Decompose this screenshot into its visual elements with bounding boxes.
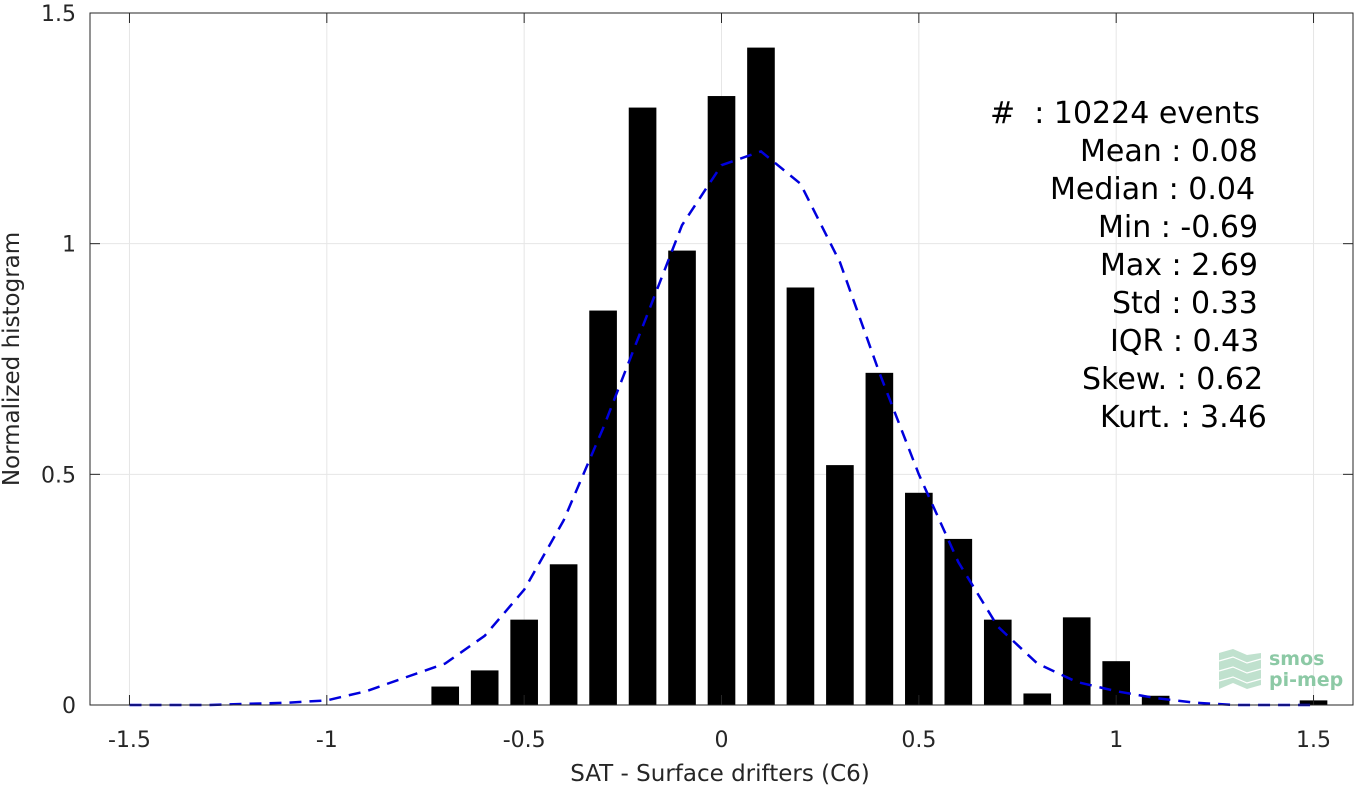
x-tick-label: -0.5 bbox=[503, 728, 546, 753]
histogram-bar bbox=[786, 287, 815, 705]
logo-text-pi-mep: pi-mep bbox=[1269, 669, 1344, 691]
stat-skew: Skew. : 0.62 bbox=[1082, 362, 1264, 397]
stat-min: Min : -0.69 bbox=[1098, 210, 1259, 245]
tick-labels: -1.5 -1 -0.5 0 0.5 1 1.5 0 0.5 1 1.5 bbox=[41, 2, 1331, 753]
smos-pi-mep-logo: smos pi-mep bbox=[1213, 645, 1353, 697]
y-tick-label: 0 bbox=[62, 694, 76, 719]
histogram-bar bbox=[707, 96, 736, 706]
histogram-bar bbox=[431, 686, 460, 705]
histogram-bar bbox=[905, 492, 933, 705]
histogram-bar bbox=[1141, 695, 1170, 705]
y-tick-label: 0.5 bbox=[41, 463, 76, 488]
logo-mark-icon bbox=[1218, 649, 1262, 689]
histogram-bars bbox=[431, 47, 1328, 706]
x-tick-label: -1.5 bbox=[108, 728, 151, 753]
histogram-bar bbox=[589, 310, 617, 705]
histogram-bar bbox=[628, 107, 657, 705]
stat-max: Max : 2.69 bbox=[1100, 248, 1258, 283]
axes bbox=[89, 12, 1354, 706]
y-tick-label: 1 bbox=[62, 233, 76, 258]
histogram-bar bbox=[510, 619, 538, 705]
histogram-bar bbox=[549, 564, 578, 705]
x-axis-label: SAT - Surface drifters (C6) bbox=[570, 761, 870, 785]
histogram-bar bbox=[470, 670, 499, 705]
stat-iqr: IQR : 0.43 bbox=[1110, 324, 1260, 359]
y-axis-label: Normalized histogram bbox=[0, 232, 25, 486]
stat-events: # : 10224 events bbox=[990, 96, 1260, 131]
histogram-bar bbox=[668, 250, 696, 705]
stat-kurt: Kurt. : 3.46 bbox=[1100, 400, 1267, 435]
histogram-bar bbox=[1023, 693, 1052, 705]
x-tick-label: 0 bbox=[715, 728, 729, 753]
stat-std: Std : 0.33 bbox=[1112, 286, 1258, 321]
x-tick-label: 1 bbox=[1109, 728, 1123, 753]
x-tick-label: 1.5 bbox=[1296, 728, 1331, 753]
stat-median: Median : 0.04 bbox=[1050, 172, 1256, 207]
logo-text-smos: smos bbox=[1269, 648, 1325, 670]
y-tick-label: 1.5 bbox=[41, 2, 76, 27]
histogram-bar bbox=[826, 465, 854, 705]
fit-curve bbox=[129, 149, 1314, 707]
stat-mean: Mean : 0.08 bbox=[1080, 134, 1258, 169]
histogram-bar bbox=[865, 372, 894, 705]
histogram-bar bbox=[1062, 617, 1091, 705]
x-tick-label: -1 bbox=[316, 728, 338, 753]
x-tick-label: 0.5 bbox=[901, 728, 936, 753]
histogram-bar bbox=[944, 538, 973, 705]
histogram-bar bbox=[983, 619, 1012, 705]
histogram-bar bbox=[747, 47, 775, 706]
